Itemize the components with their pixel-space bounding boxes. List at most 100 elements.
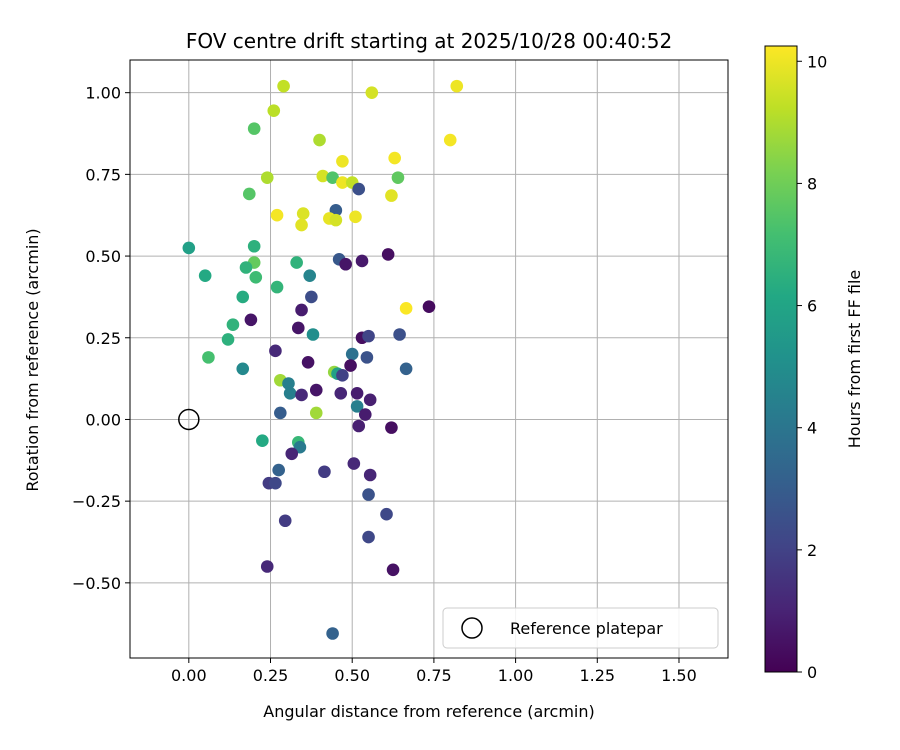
data-point [326,627,339,640]
data-point [309,383,323,397]
data-point [450,79,464,93]
data-point [443,133,457,147]
data-point [385,189,398,202]
data-point [274,406,287,420]
data-point [363,468,377,482]
reference-platepar-marker [178,408,200,431]
data-point [291,321,305,335]
data-point [226,318,240,331]
data-point [339,257,352,271]
data-point [249,271,263,284]
grid [130,60,728,658]
data-point [362,530,375,544]
data-point [388,151,401,165]
colorbar-ticks: 0 2 4 6 8 10 [797,52,827,682]
data-point [336,176,349,189]
data-point [267,104,281,117]
data-points [178,79,464,640]
data-point [391,171,405,184]
colorbar-tick-label: 6 [807,297,817,316]
data-point [244,313,258,327]
data-point [316,169,330,183]
data-point [329,213,343,227]
data-point [277,79,290,93]
plot-frame [129,59,729,659]
colorbar-tick-label: 2 [807,541,817,560]
data-point [198,269,212,282]
y-axis-ticks: −0.50 −0.25 0.00 0.25 0.50 0.75 1.00 [72,84,130,593]
data-point [362,488,375,501]
data-point [393,328,406,341]
y-tick-label: −0.50 [72,574,121,593]
data-point [381,248,395,261]
y-tick-label: 0.50 [85,247,121,266]
data-point [344,359,357,372]
data-point [295,303,308,317]
data-point [309,406,323,420]
legend-box [442,607,719,649]
chart-title: FOV centre drift starting at 2025/10/28 … [186,29,672,53]
data-point [282,377,295,390]
data-point [386,563,400,577]
data-point [313,133,326,147]
data-point [352,182,366,196]
data-point [358,408,372,421]
x-tick-label: 1.00 [498,666,534,685]
colorbar-tick-label: 0 [807,663,817,682]
data-point [399,302,413,315]
data-point [260,171,274,184]
x-tick-label: 0.00 [171,666,207,685]
legend: Reference platepar [442,607,719,649]
y-tick-label: 1.00 [85,84,121,103]
data-point [326,171,339,184]
y-axis-label: Rotation from reference (arcmin) [23,228,42,491]
data-point [290,256,303,269]
data-point [301,355,315,369]
data-point [380,507,393,521]
data-point [247,239,261,253]
data-point [269,476,282,490]
data-point [350,387,364,400]
data-point [360,351,374,364]
data-point [355,254,369,268]
x-tick-label: 0.25 [253,666,289,685]
colorbar-label: Hours from first FF file [845,270,864,449]
data-point [221,333,235,346]
data-point [350,400,364,413]
data-point [236,362,250,376]
data-point [334,387,348,400]
colorbar-tick-label: 8 [807,174,817,193]
data-point [385,421,398,434]
data-point [363,393,377,407]
x-tick-label: 1.25 [579,666,615,685]
data-point [306,328,320,341]
data-point [303,269,317,282]
data-point [256,434,269,447]
legend-marker-reference [461,617,483,639]
data-point [283,387,297,400]
data-point [272,463,285,477]
data-point [270,208,284,222]
colorbar-tick-label: 4 [807,419,817,438]
y-tick-label: 0.00 [85,410,121,429]
data-point [362,329,375,343]
data-point [269,344,282,358]
colorbar [764,45,798,673]
data-point [349,210,362,224]
legend-label-reference: Reference platepar [510,619,663,638]
x-axis-label: Angular distance from reference (arcmin) [263,702,594,721]
y-tick-label: 0.25 [85,329,121,348]
data-point [365,86,379,99]
data-point [336,369,349,382]
data-point [270,280,284,294]
data-point [239,261,253,274]
data-point [296,207,310,220]
data-point [278,514,292,528]
x-tick-label: 0.75 [416,666,452,685]
data-point [399,362,413,376]
data-point [352,419,366,433]
data-point [236,290,250,304]
data-point [336,155,349,168]
x-tick-label: 1.50 [661,666,697,685]
